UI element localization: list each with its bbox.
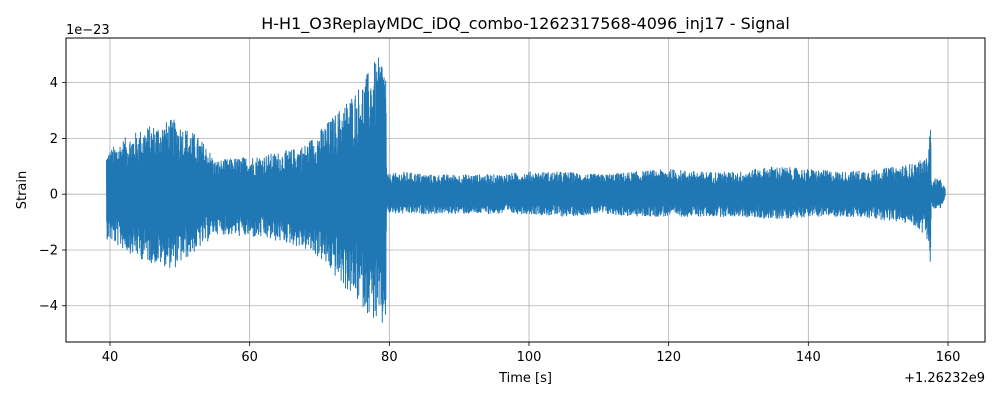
x-offset-label: +1.26232e9 xyxy=(904,371,985,386)
x-tick-label: 140 xyxy=(796,350,821,365)
x-tick-label: 80 xyxy=(381,350,398,365)
x-tick-label: 120 xyxy=(656,350,681,365)
y-scale-label: 1e−23 xyxy=(66,23,110,38)
x-tick-label: 160 xyxy=(936,350,961,365)
y-tick-label: −2 xyxy=(39,243,58,258)
x-axis-label: Time [s] xyxy=(498,371,552,386)
y-tick-label: −4 xyxy=(39,299,58,314)
chart-title: H-H1_O3ReplayMDC_iDQ_combo-1262317568-40… xyxy=(261,14,790,34)
y-tick-label: 0 xyxy=(50,188,58,203)
y-tick-label: 2 xyxy=(50,132,58,147)
x-tick-label: 40 xyxy=(102,350,119,365)
x-tick-label: 100 xyxy=(517,350,542,365)
y-tick-label: 4 xyxy=(50,76,58,91)
plot-area-frame xyxy=(65,37,986,343)
x-tick-label: 60 xyxy=(241,350,258,365)
y-axis-label: Strain xyxy=(15,171,30,210)
signal-line xyxy=(106,57,946,323)
